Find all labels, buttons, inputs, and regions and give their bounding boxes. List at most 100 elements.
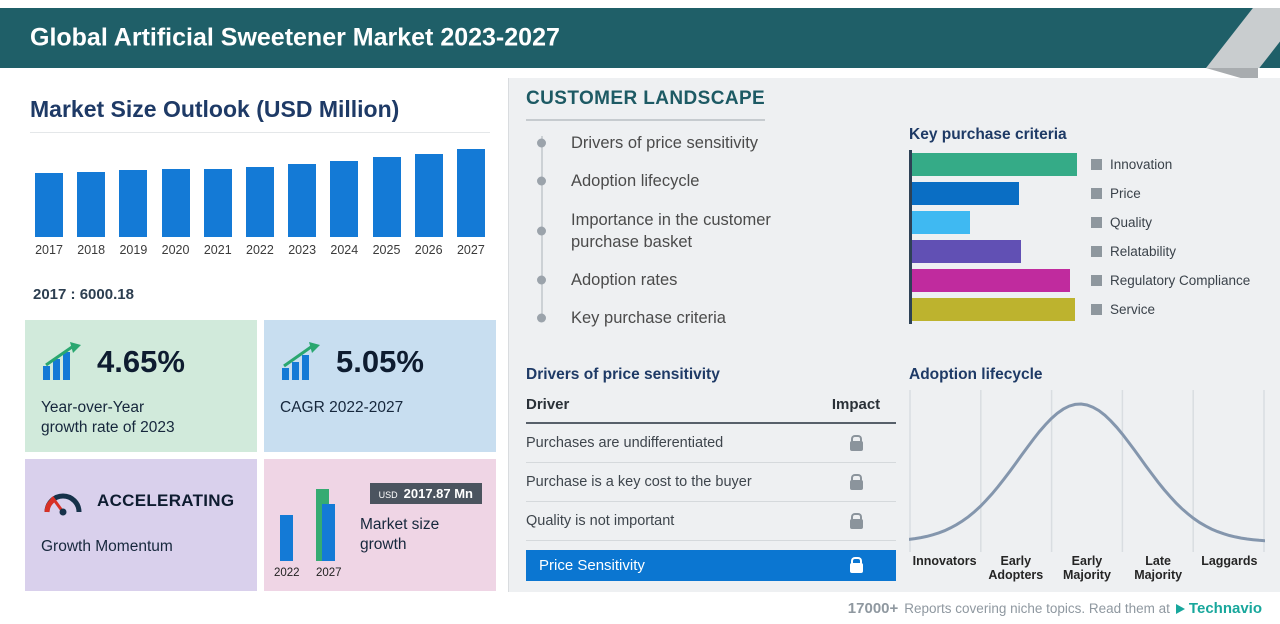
yoy-label: Year-over-Year growth rate of 2023 [41, 398, 241, 438]
lock-icon [849, 557, 863, 573]
market-size-bar [245, 167, 274, 237]
yoy-label-line2: growth rate of 2023 [41, 419, 175, 437]
criteria-bar-row [912, 208, 1081, 237]
market-size-title: Market Size Outlook (USD Million) [30, 96, 400, 122]
driver-row: Purchases are undifferentiated [526, 424, 896, 463]
market-size-labels: 2017 2018 2019 2020 2021 2022 2023 2024 2025 2026… [30, 243, 490, 257]
technavio-arrow-icon [1175, 603, 1185, 614]
x-tick-label: 2022 [246, 243, 274, 257]
impact-cell [816, 434, 896, 451]
customer-landscape-panel: CUSTOMER LANDSCAPE Drivers of price sens… [508, 78, 1280, 592]
landscape-item: Adoption lifecycle [529, 162, 839, 200]
market-size-bar [77, 172, 106, 237]
bar-column [114, 170, 152, 237]
market-size-bar [119, 170, 148, 237]
criteria-bar-row [912, 237, 1081, 266]
footer-text: Reports covering niche topics. Read them… [904, 601, 1170, 616]
impact-cell [816, 473, 896, 490]
legend-item: Price [1091, 179, 1250, 208]
legend-item: Quality [1091, 208, 1250, 237]
bell-curve-svg [907, 390, 1267, 552]
x-tick-label: 2024 [330, 243, 359, 257]
x-tick-label: 2017 [35, 243, 63, 257]
mini-bar-2027 [322, 504, 335, 561]
landscape-item: Drivers of price sensitivity [529, 124, 839, 162]
lock-icon [849, 473, 863, 490]
driver-column-header: Driver [526, 396, 570, 413]
lock-icon [849, 512, 863, 529]
technavio-logo[interactable]: Technavio [1175, 600, 1262, 617]
report-count: 17000+ [847, 600, 899, 617]
driver-label: Quality is not important [526, 513, 675, 529]
key-purchase-criteria-chart [909, 150, 1081, 324]
speedometer-icon [44, 493, 82, 516]
market-size-bar [414, 154, 443, 237]
x-tick-label: 2023 [288, 243, 317, 257]
legend-item: Service [1091, 295, 1250, 324]
chart-annotation: 2017 : 6000.18 [33, 286, 134, 303]
badge-value: 2017.87 Mn [403, 486, 473, 501]
x-tick-label: 2020 [161, 243, 190, 257]
corner-ribbon-decoration [1205, 8, 1280, 68]
legend-swatch-icon [1091, 159, 1102, 170]
cagr-value: 5.05% [336, 344, 424, 379]
market-size-panel: Market Size Outlook (USD Million) 2017 20… [25, 78, 497, 592]
momentum-label: Growth Momentum [41, 538, 173, 555]
market-growth-card: USD 2017.87 Mn Market size growth 2022 2… [264, 459, 496, 591]
market-size-bar [161, 169, 190, 237]
bar-column [410, 154, 448, 237]
bar-column [199, 169, 237, 237]
cagr-label: CAGR 2022-2027 [280, 399, 404, 416]
adoption-stage-label: Innovators [912, 554, 977, 568]
landscape-item: Importance in the customer purchase bask… [529, 201, 839, 262]
x-tick-label: 2027 [456, 243, 485, 257]
mini-growth-chart: 2022 2027 [274, 485, 354, 581]
impact-column-header: Impact [831, 396, 881, 413]
criteria-bar [912, 153, 1077, 176]
market-size-chart: 2017 2018 2019 2020 2021 2022 2023 2024 2025 2026… [30, 132, 490, 257]
legend-label: Innovation [1110, 157, 1173, 172]
mini-year-2027: 2027 [316, 567, 342, 579]
x-tick-label: 2018 [77, 243, 106, 257]
legend-label: Service [1110, 302, 1156, 317]
drivers-rows: Purchases are undifferentiated Purchase i… [526, 424, 896, 541]
badge-currency: USD [378, 490, 398, 500]
yoy-value: 4.65% [97, 344, 185, 379]
growth-label-line1: Market size [360, 516, 440, 533]
key-purchase-criteria-title: Key purchase criteria [909, 126, 1067, 143]
bar-column [368, 157, 406, 237]
legend-label: Quality [1110, 215, 1153, 230]
growth-badge: USD 2017.87 Mn [369, 483, 482, 504]
market-size-bar [203, 169, 232, 237]
bar-column [325, 161, 363, 237]
criteria-bar [912, 211, 970, 234]
market-size-bar [35, 173, 63, 237]
drivers-table-header: Driver Impact [526, 390, 896, 424]
momentum-value: ACCELERATING [97, 491, 235, 510]
legend-item: Regulatory Compliance [1091, 266, 1250, 295]
header-bar: Global Artificial Sweetener Market 2023-… [0, 8, 1280, 68]
landscape-timeline: Drivers of price sensitivity Adoption lif… [529, 124, 839, 338]
landscape-item: Adoption rates [529, 261, 839, 299]
market-size-bars [30, 145, 490, 237]
customer-landscape-title: CUSTOMER LANDSCAPE [526, 88, 766, 121]
criteria-bar [912, 182, 1019, 205]
bar-column [72, 172, 110, 237]
criteria-bar [912, 269, 1070, 292]
growth-label-line2: growth [360, 536, 407, 554]
drivers-table: Driver Impact Purchases are undifferenti… [526, 390, 896, 581]
adoption-lifecycle-labels: Innovators Early Adopters Early Majority La… [909, 554, 1265, 583]
footer: 17000+ Reports covering niche topics. Re… [848, 600, 1262, 617]
driver-label: Purchase is a key cost to the buyer [526, 474, 752, 490]
driver-row: Purchase is a key cost to the buyer [526, 463, 896, 502]
adoption-stage-label: Late Majority [1134, 554, 1183, 583]
criteria-bar [912, 298, 1075, 321]
bar-column [452, 149, 490, 237]
technavio-name: Technavio [1188, 600, 1262, 617]
growth-label: Market size growth [360, 515, 439, 555]
legend-swatch-icon [1091, 304, 1102, 315]
criteria-bar [912, 240, 1021, 263]
price-sensitivity-row: Price Sensitivity [526, 550, 896, 581]
landscape-item: Key purchase criteria [529, 299, 839, 337]
price-sensitivity-label: Price Sensitivity [539, 557, 645, 574]
